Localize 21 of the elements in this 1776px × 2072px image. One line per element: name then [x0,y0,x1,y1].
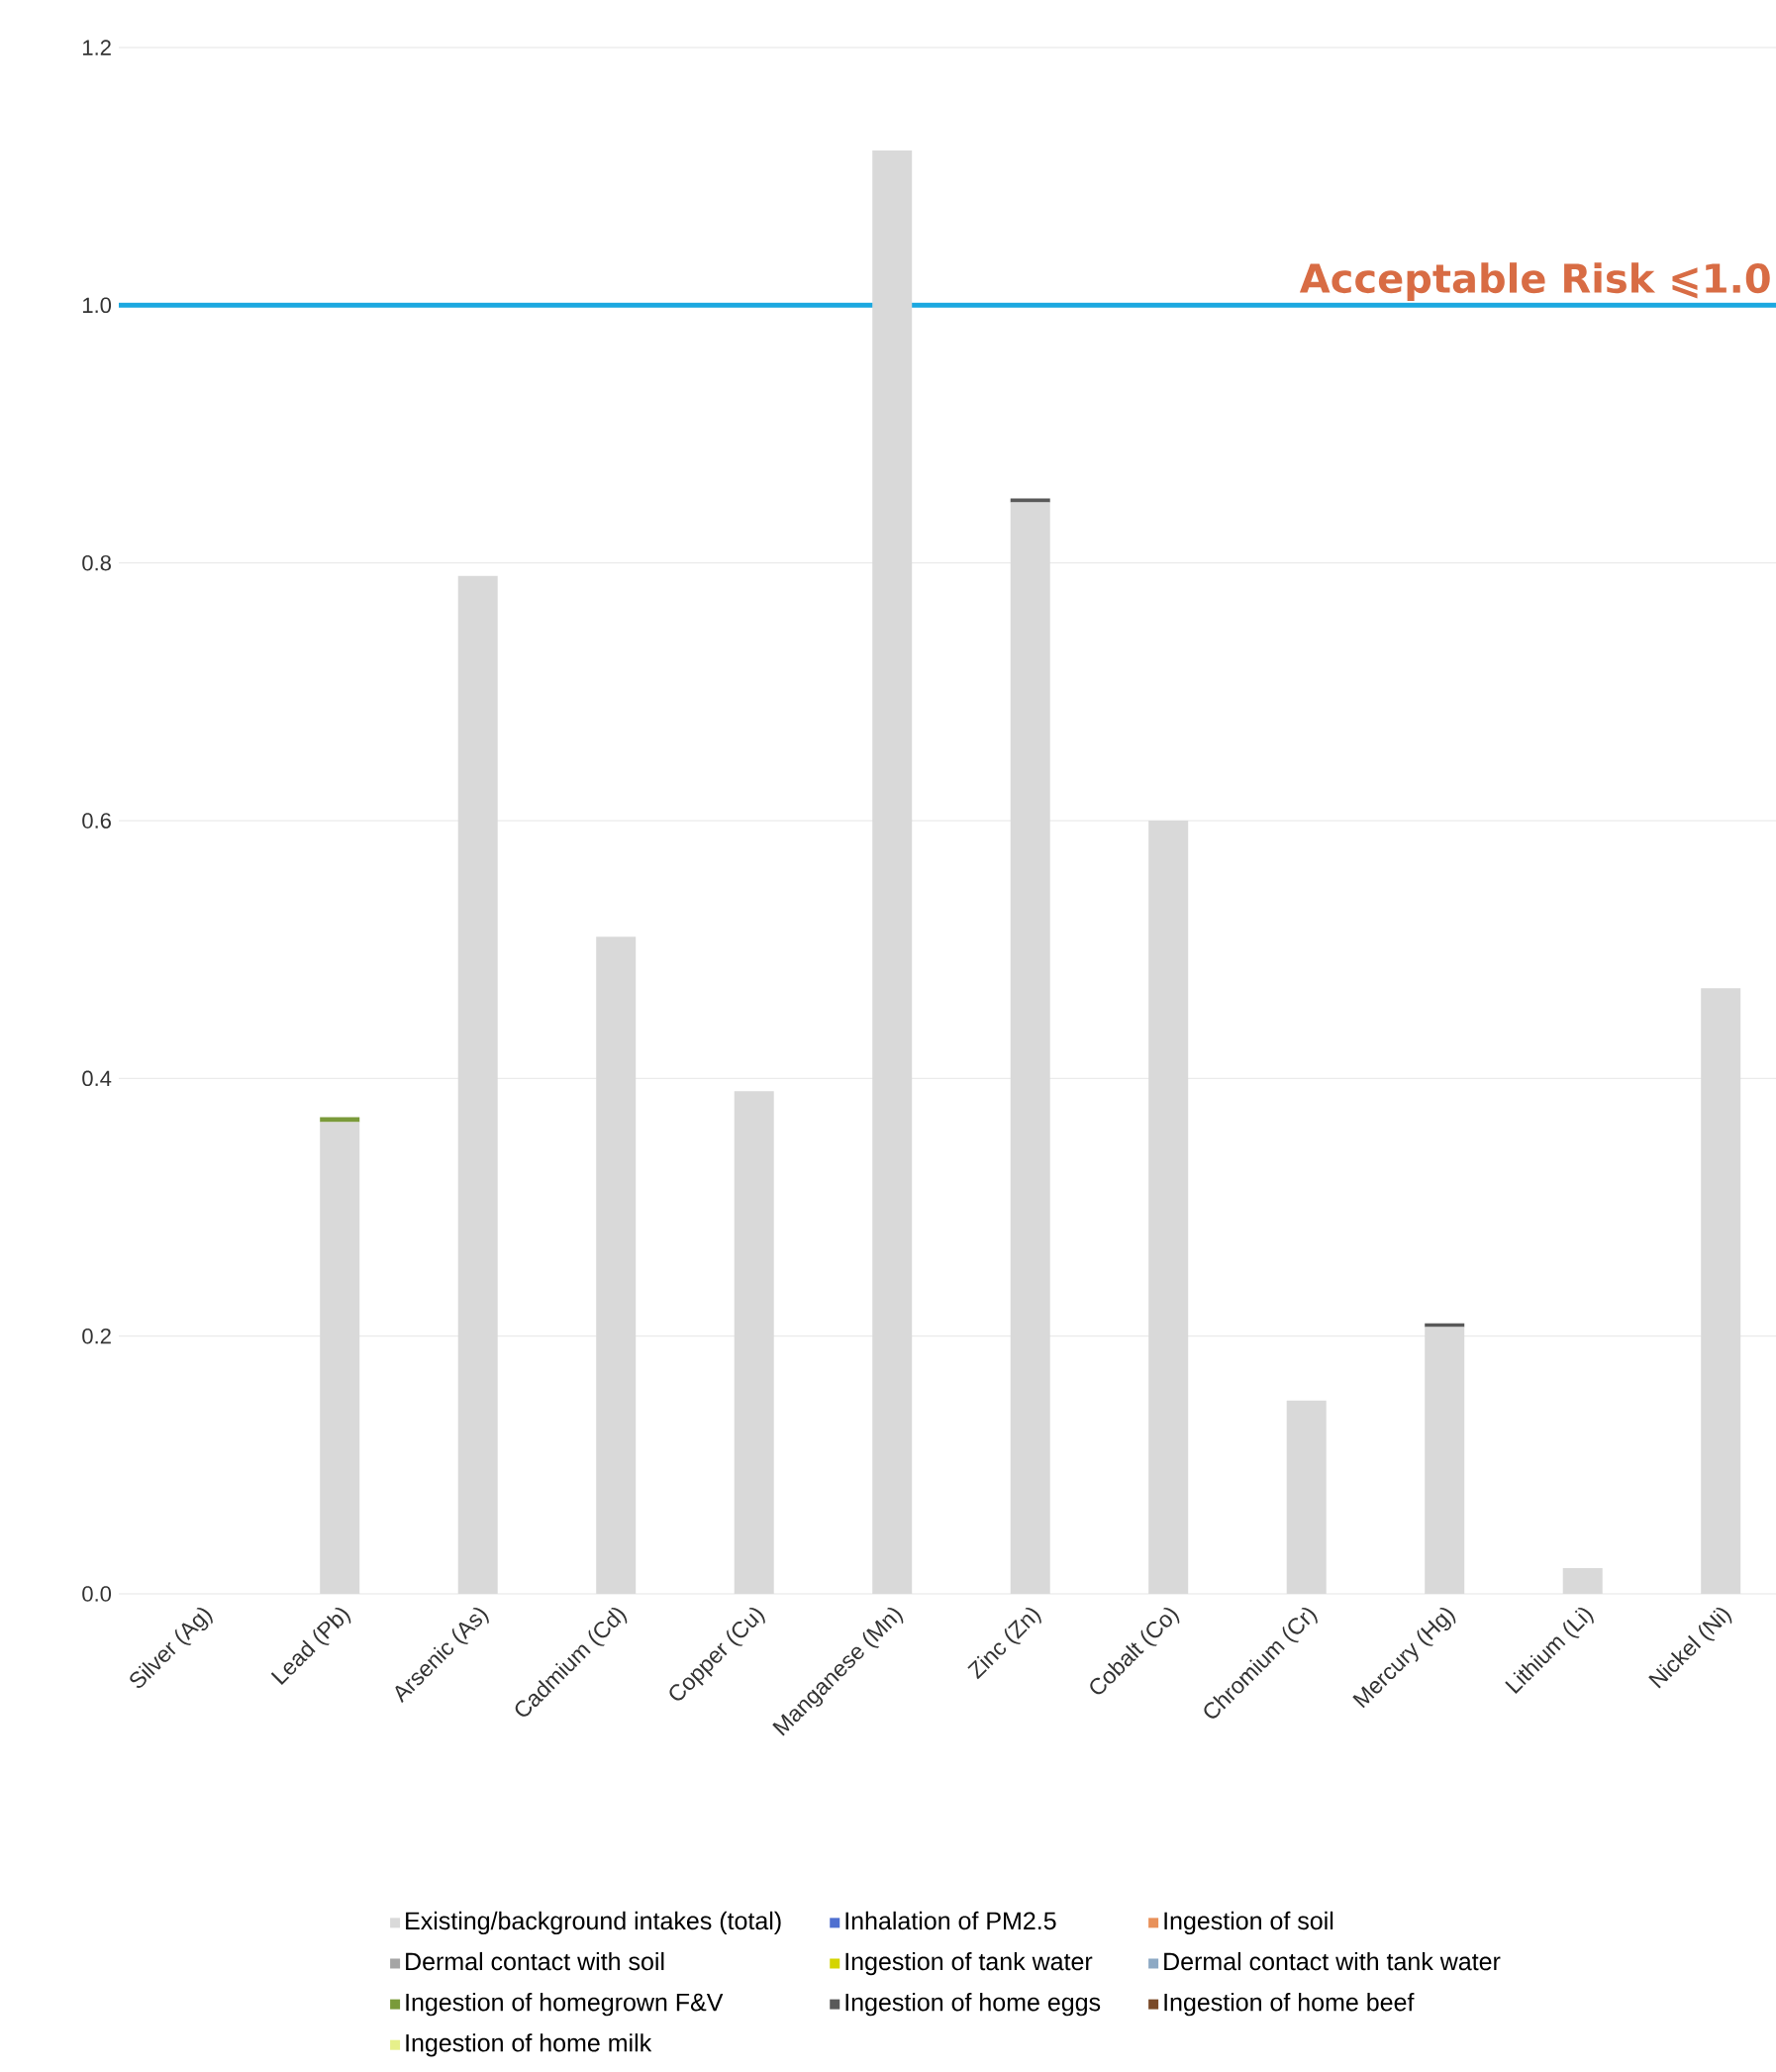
y-tick-label: 1.2 [83,40,111,55]
bar [320,1117,360,1123]
legend-label: Existing/background intakes (total) [406,1911,781,1935]
bar [1425,1323,1465,1328]
y-tick-label: 0.2 [82,1328,111,1344]
legend-label: Ingestion of tank water [845,1951,1093,1976]
legend-label: Ingestion of home beef [1164,1993,1415,2017]
ref-line-label: Acceptable Risk ⩽1.0 [1299,262,1770,301]
y-tick-label: 0.6 [82,813,111,829]
y-tick-label: 0.0 [82,1586,112,1602]
legend-label: Dermal contact with soil [406,1951,664,1971]
legend-label: Ingestion of homegrown F&V [406,1993,724,2017]
legend-label: Dermal contact with tank water [1164,1951,1501,1971]
x-tick-label: Zinc (Zn) [967,1607,1041,1680]
y-tick-label: 0.4 [82,1070,112,1087]
y-tick-label: 1.0 [83,297,112,314]
legend-label: Ingestion of home eggs [845,1993,1101,2017]
y-tick-label: 0.8 [82,554,111,571]
legend-label: Inhalation of PM2.5 [845,1911,1056,1930]
legend-label: Ingestion of home milk [406,2033,652,2057]
legend-label: Ingestion of soil [1164,1911,1333,1935]
